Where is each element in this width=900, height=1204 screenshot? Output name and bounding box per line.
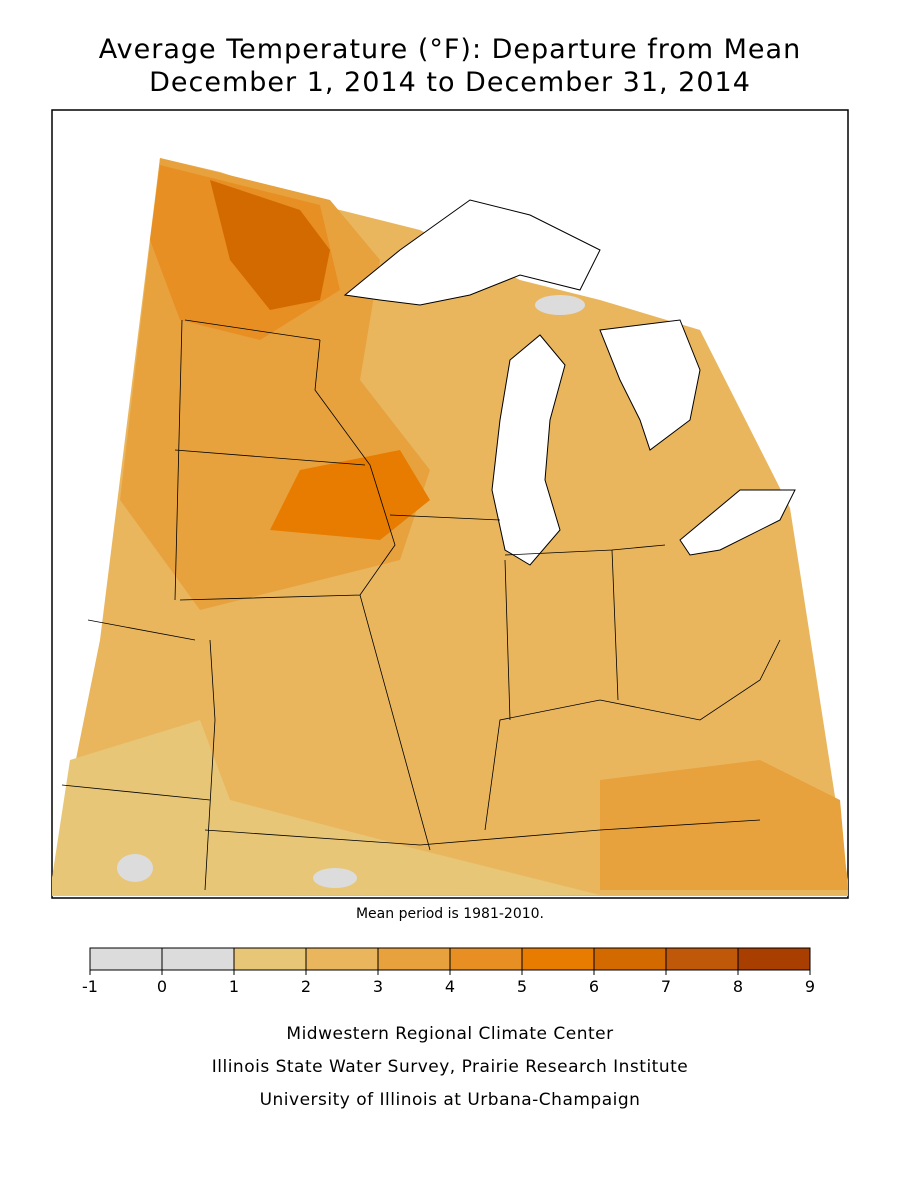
legend-tick-label: 0 — [157, 977, 167, 996]
legend-tick-label: 4 — [445, 977, 455, 996]
credit: Illinois State Water Survey, Prairie Res… — [212, 1057, 688, 1077]
zone — [313, 868, 357, 888]
title-line: December 1, 2014 to December 31, 2014 — [149, 67, 751, 98]
zone — [117, 854, 153, 882]
legend-bin — [665, 947, 739, 971]
legend-bin — [449, 947, 523, 971]
note: Mean period is 1981-2010. — [356, 906, 544, 922]
lake-superior — [343, 199, 601, 306]
legend-tick-label: 5 — [517, 977, 527, 996]
legend-tick-label: 7 — [661, 977, 671, 996]
legend-bin — [377, 947, 451, 971]
legend-tick-label: 8 — [733, 977, 743, 996]
legend-bin — [521, 947, 595, 971]
credit: University of Illinois at Urbana-Champai… — [260, 1090, 641, 1110]
credit: Midwestern Regional Climate Center — [286, 1024, 613, 1044]
title-line: Average Temperature (°F): Departure from… — [99, 34, 801, 65]
legend-bin — [161, 947, 235, 971]
lake-huron — [599, 319, 701, 451]
legend-tick-label: 6 — [589, 977, 599, 996]
legend-bin — [593, 947, 667, 971]
legend-tick-label: 3 — [373, 977, 383, 996]
zone — [535, 295, 585, 315]
map — [51, 109, 849, 899]
legend-tick-label: 9 — [805, 977, 815, 996]
zone — [270, 450, 430, 540]
legend-bin — [305, 947, 379, 971]
zone — [210, 180, 330, 310]
legend-bin — [233, 947, 307, 971]
legend-bin — [89, 947, 163, 971]
legend-tick-label: 2 — [301, 977, 311, 996]
lake-erie — [679, 489, 796, 556]
zone — [52, 720, 600, 896]
color-legend: -1 0 1 2 3 4 5 6 7 8 9 — [82, 947, 815, 996]
legend-bin — [737, 947, 811, 971]
zone — [600, 760, 848, 890]
legend-tick-label: 1 — [229, 977, 239, 996]
state-lines — [61, 319, 781, 891]
lake-michigan — [491, 334, 566, 566]
legend-tick-label: -1 — [82, 977, 98, 996]
